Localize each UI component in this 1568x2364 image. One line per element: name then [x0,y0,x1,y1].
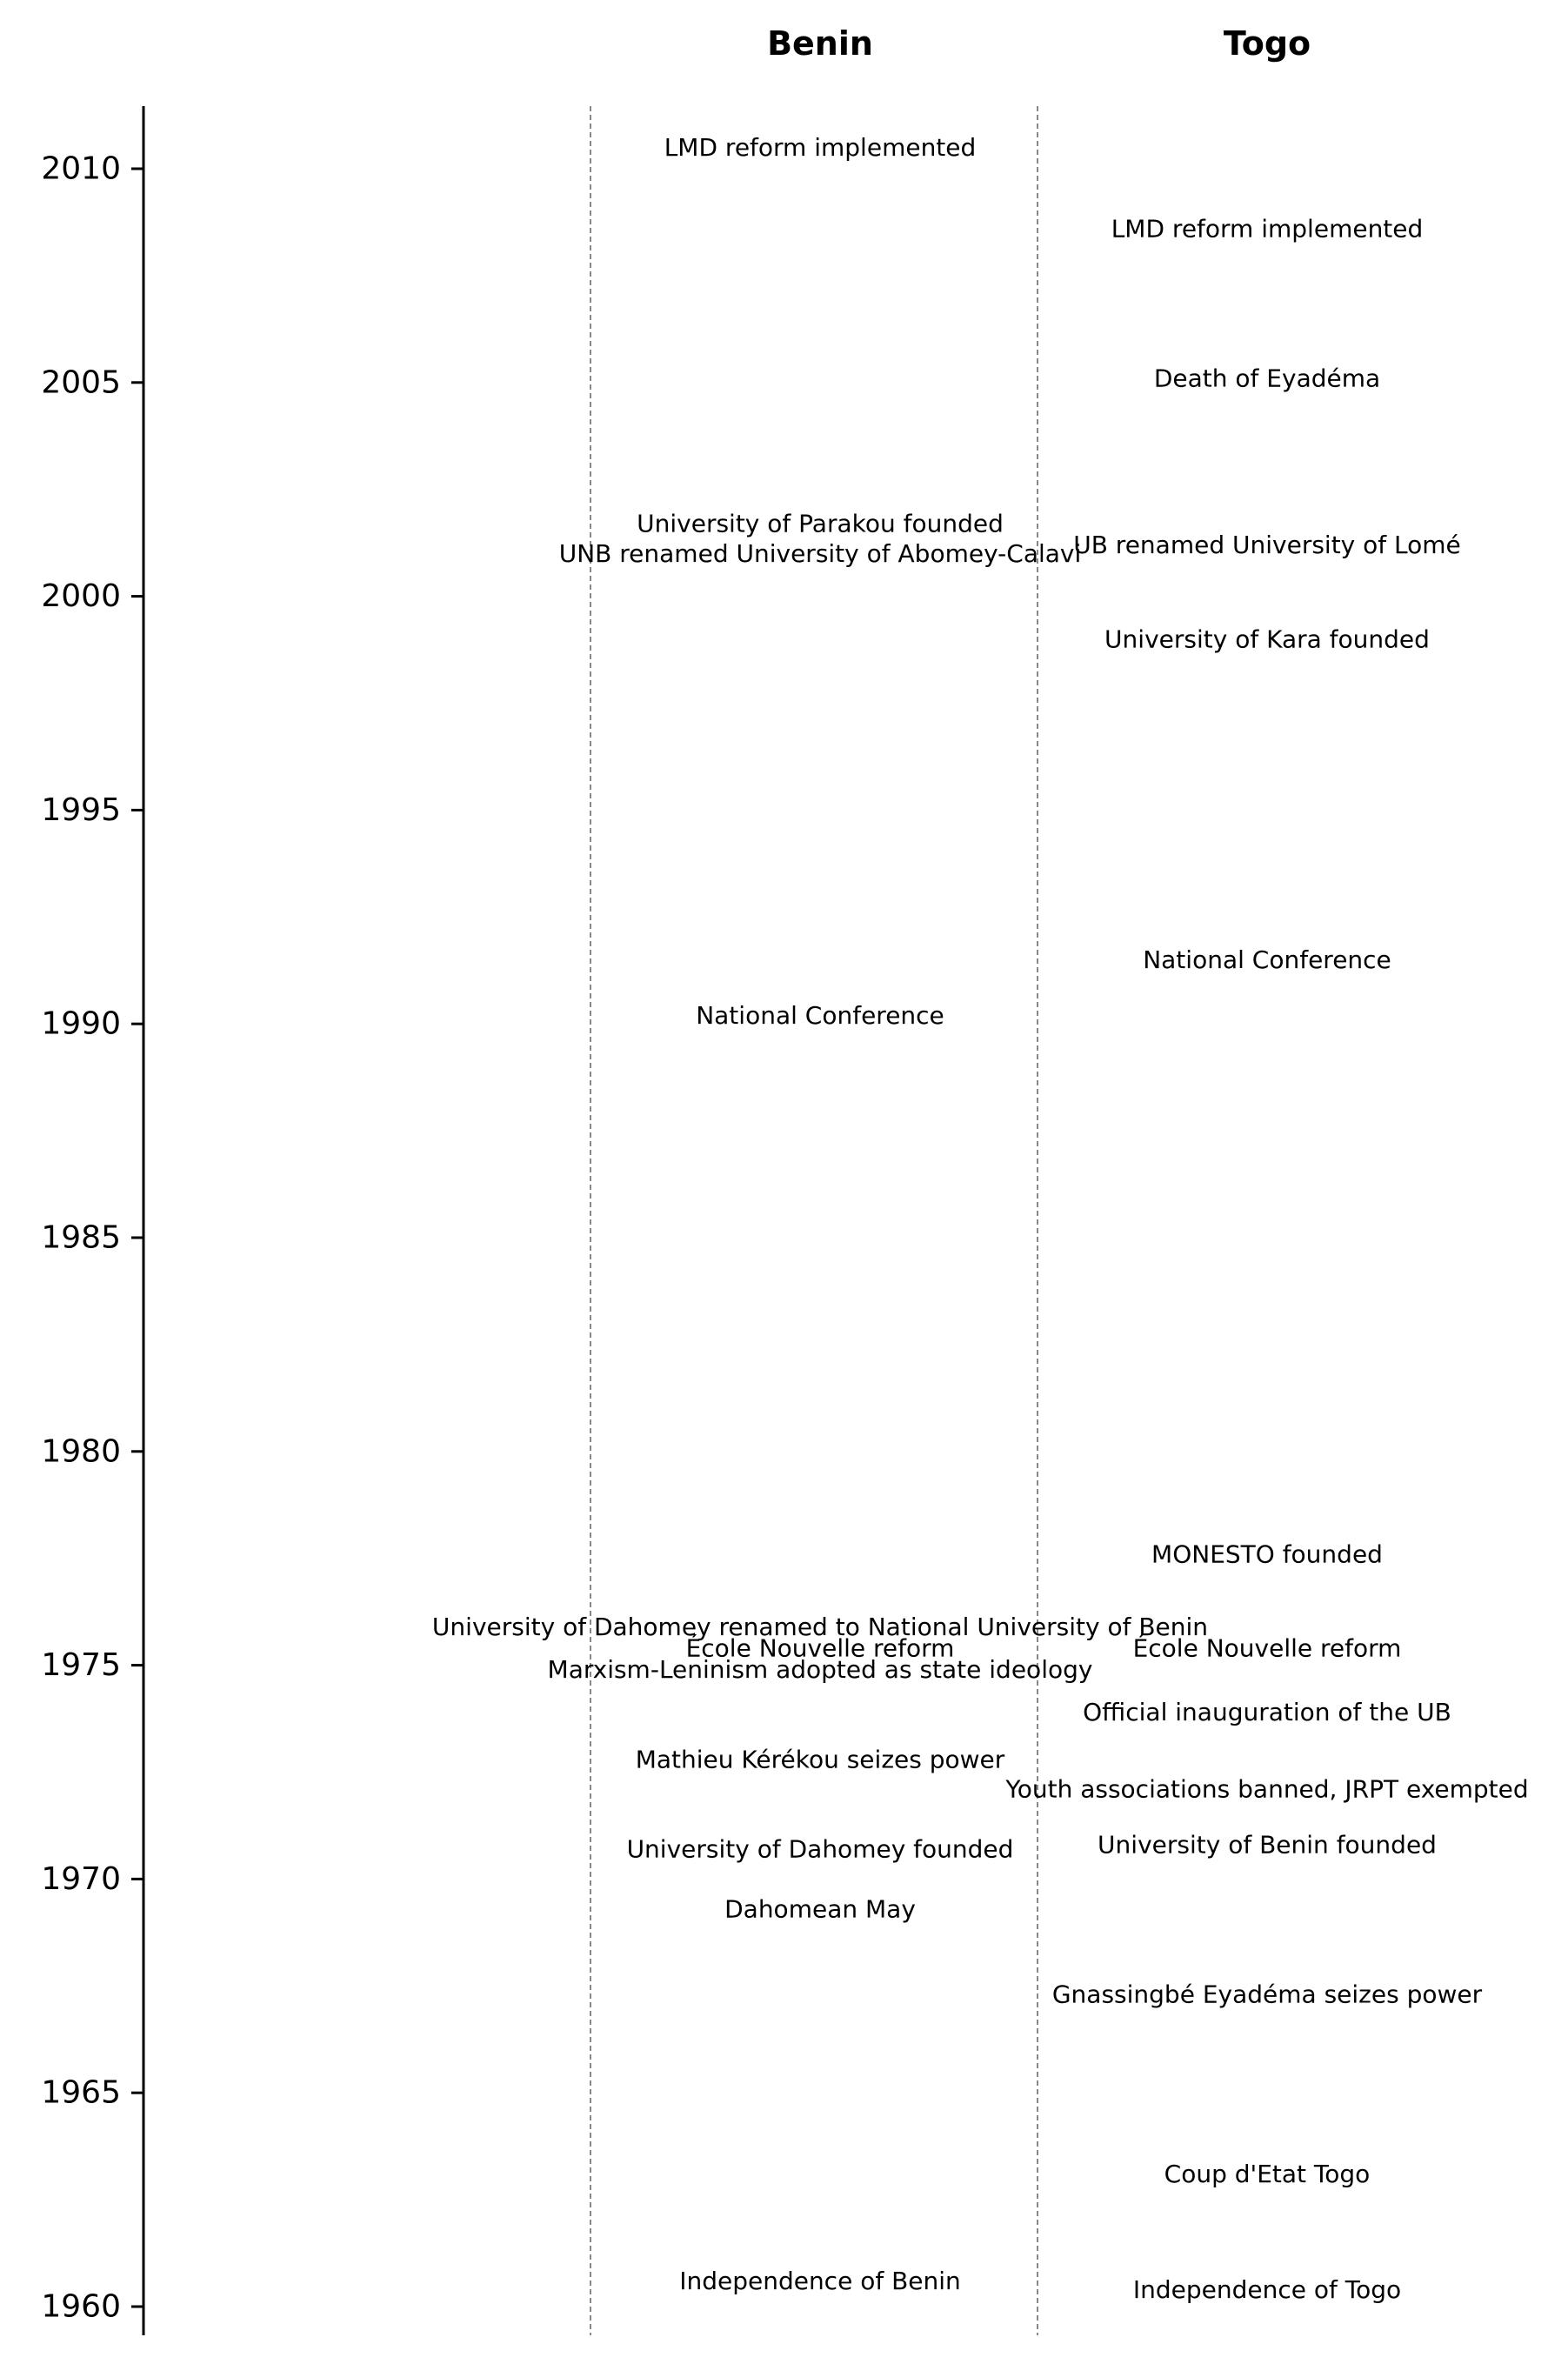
event-label-benin: Dahomean May [724,1894,916,1923]
event-label-benin: LMD reform implemented [664,133,977,162]
column-headers: Benin Togo [767,24,1311,63]
y-tick-label-1980: 1980 [41,1433,121,1469]
event-label-togo: Youth associations banned, JRPT exempted [1004,1775,1528,1804]
y-tick-label-1995: 1995 [41,792,121,828]
event-label-togo: MONESTO founded [1151,1539,1383,1568]
event-label-togo: UB renamed University of Lomé [1073,531,1461,559]
event-label-togo: Gnassingbé Eyadéma seizes power [1052,1980,1483,2009]
event-label-benin: University of Dahomey founded [627,1834,1014,1863]
event-label-benin: Independence of Benin [679,2267,961,2295]
y-tick-label-1965: 1965 [41,2075,121,2111]
y-tick-label-2000: 2000 [41,578,121,614]
event-label-togo: LMD reform implemented [1111,214,1424,243]
event-label-togo: Official inauguration of the UB [1083,1698,1451,1726]
event-label-togo: Independence of Togo [1133,2275,1401,2304]
column-header-benin: Benin [767,24,873,63]
y-tick-label-2010: 2010 [41,151,121,187]
y-tick-label-1975: 1975 [41,1647,121,1683]
event-label-benin: Mathieu Kérékou seizes power [636,1745,1005,1773]
y-axis: 1960 1965 1970 1975 1980 1985 1990 1995 2000 2005… [41,106,145,2335]
event-label-togo: Death of Eyadéma [1154,364,1380,392]
y-tick-label-1990: 1990 [41,1006,121,1042]
y-tick-label-1960: 1960 [41,2289,121,2325]
event-label-benin: Marxism-Leninism adopted as state ideolo… [548,1655,1093,1684]
y-tick-label-2005: 2005 [41,364,121,400]
event-label-togo: University of Kara founded [1104,624,1430,653]
event-label-togo: École Nouvelle reform [1133,1633,1402,1662]
column-separators [590,106,1038,2335]
column-header-togo: Togo [1224,24,1311,63]
event-label-benin: University of Parakou founded [637,510,1004,538]
event-label-togo: University of Benin founded [1098,1831,1437,1860]
event-label-benin: École Nouvelle reform [686,1633,955,1662]
event-label-benin: University of Dahomey renamed to Nationa… [432,1613,1208,1641]
event-labels: LMD reform implemented University of Para… [432,133,1529,2304]
event-label-togo: National Conference [1143,945,1391,974]
event-label-benin: National Conference [696,1001,944,1030]
y-tick-label-1985: 1985 [41,1220,121,1256]
event-label-togo: Coup d'Etat Togo [1164,2160,1371,2188]
event-label-benin: UNB renamed University of Abomey-Calavi [559,539,1082,568]
y-tick-label-1970: 1970 [41,1861,121,1897]
